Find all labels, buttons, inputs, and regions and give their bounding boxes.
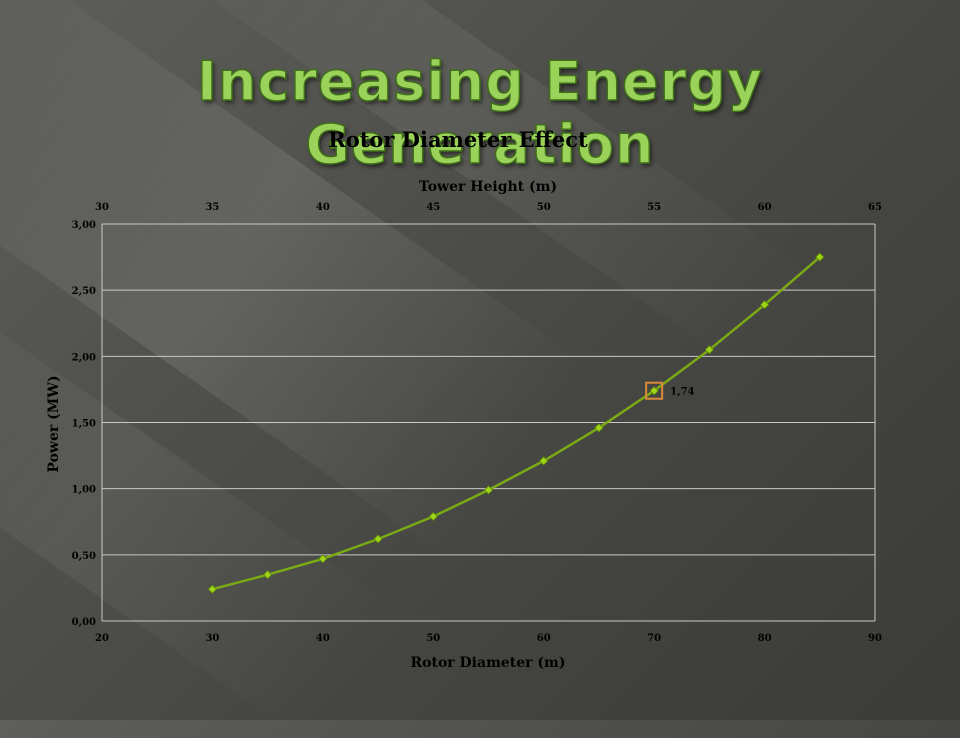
y-tick-label: 2,50 (72, 286, 96, 297)
y-tick-label: 3,00 (72, 220, 96, 231)
data-point (539, 456, 549, 466)
data-point (263, 570, 273, 580)
x2-tick-label: 65 (868, 202, 882, 213)
series-layer (207, 252, 825, 594)
y-tick-label: 2,00 (72, 352, 96, 363)
x-tick-label: 20 (95, 633, 109, 644)
data-point (649, 386, 659, 396)
data-point (428, 511, 438, 522)
x-tick-label: 80 (758, 633, 772, 644)
data-point (594, 423, 604, 433)
annotation-layer: 1,74 (645, 381, 695, 400)
data-point (483, 485, 494, 495)
y-tick-label: 0,00 (72, 617, 96, 628)
series-line (212, 256, 821, 591)
data-point (318, 554, 328, 564)
x-tick-label: 50 (426, 633, 440, 644)
x2-tick-label: 55 (647, 202, 661, 213)
data-point (207, 584, 217, 594)
y-axis-label: Power (MW) (46, 375, 62, 472)
data-point (760, 300, 770, 310)
slide-title: Increasing Energy Generation (196, 49, 764, 177)
power-chart: Rotor Diameter Effect Tower Height (m) R… (46, 127, 882, 671)
x-tick-label: 70 (647, 633, 661, 644)
x2-tick-label: 45 (426, 202, 440, 213)
y-tick-label: 0,50 (72, 551, 96, 562)
y-tick-label: 1,00 (72, 485, 96, 496)
tick-labels: 0,00 0,50 1,00 1,50 2,00 2,50 3,00 20 30 40 50 60 70… (72, 202, 882, 644)
data-point (704, 345, 714, 355)
data-point (373, 534, 383, 544)
highlight-marker (645, 381, 664, 400)
x-tick-label: 30 (205, 633, 219, 644)
data-point (815, 252, 825, 262)
x-axis-label: Rotor Diameter (m) (411, 655, 566, 671)
x2-tick-label: 35 (205, 202, 219, 213)
x-tick-label: 40 (316, 633, 330, 644)
data-label: 1,74 (670, 387, 694, 398)
gridlines (101, 223, 876, 622)
x2-tick-label: 30 (95, 202, 109, 213)
x2-tick-label: 60 (758, 202, 772, 213)
y-tick-label: 1,50 (72, 419, 96, 430)
x-tick-label: 90 (868, 633, 882, 644)
x-tick-label: 60 (537, 633, 551, 644)
x2-axis-label: Tower Height (m) (419, 179, 557, 195)
x2-tick-label: 40 (316, 202, 330, 213)
x2-tick-label: 50 (537, 202, 551, 213)
chart-title: Rotor Diameter Effect (328, 127, 588, 152)
